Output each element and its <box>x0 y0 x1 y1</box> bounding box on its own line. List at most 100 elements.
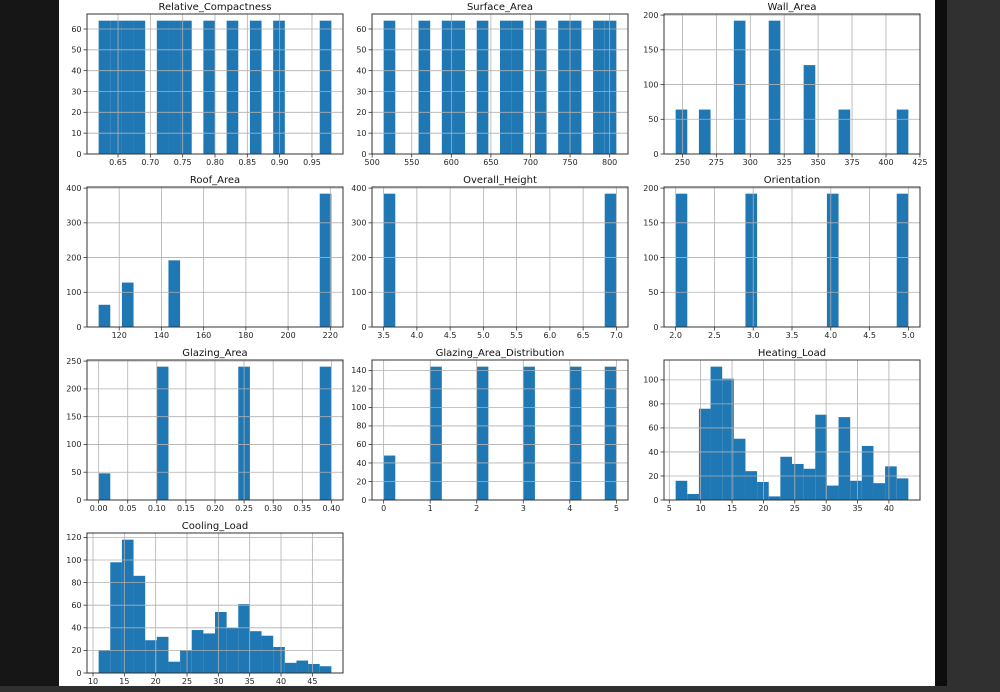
chart-title: Cooling_Load <box>182 521 248 532</box>
histogram-bar <box>675 109 688 154</box>
histogram-bar <box>815 414 827 500</box>
histogram-bar <box>145 640 157 673</box>
histogram-bar <box>593 20 605 155</box>
y-tick-label: 100 <box>643 253 658 262</box>
x-tick-label: 3.5 <box>786 331 799 340</box>
x-tick-label: 2 <box>474 504 479 513</box>
chart-svg: 0.65 0.70 0.75 0.80 0.85 0.90 0.95 0 10 20 30 40 50 6… <box>71 2 344 167</box>
x-tick-label: 4.0 <box>824 331 837 340</box>
x-tick-label: 5.0 <box>477 331 490 340</box>
y-tick-label: 120 <box>351 385 366 394</box>
y-tick-label: 50 <box>648 115 658 124</box>
histogram-bar <box>698 109 711 154</box>
y-tick-label: 10 <box>71 129 81 138</box>
histogram-bar <box>675 480 688 500</box>
y-tick-label: 0 <box>76 496 81 505</box>
chart-title: Heating_Load <box>758 348 826 359</box>
histogram-bar <box>133 20 146 155</box>
histogram-bar <box>803 65 816 154</box>
x-tick-label: 250 <box>675 158 690 167</box>
histogram-bar <box>168 661 181 673</box>
x-tick-label: 5 <box>614 504 619 513</box>
x-tick-label: 0.05 <box>119 504 137 513</box>
subplot-relative-compactness: 0.65 0.70 0.75 0.80 0.85 0.90 0.95 0 10 20 30 40 50 6… <box>57 1 357 173</box>
axes-box <box>86 186 344 328</box>
x-tick-label: 5.5 <box>510 331 523 340</box>
chart-svg: 3.5 4.0 4.5 5.0 5.5 6.0 6.5 7.0 0 100 200 300 400 Ove… <box>351 175 629 340</box>
y-tick-label: 0 <box>653 323 658 332</box>
histogram-bar <box>156 636 169 673</box>
y-tick-label: 60 <box>648 424 658 433</box>
x-tick-label: 700 <box>523 158 538 167</box>
x-tick-label: 0 <box>381 504 386 513</box>
y-tick-label: 200 <box>643 184 658 193</box>
y-tick-label: 80 <box>71 578 81 587</box>
histogram-bar <box>768 20 781 155</box>
histogram-bar <box>98 473 111 500</box>
y-tick-label: 50 <box>71 468 81 477</box>
y-tick-label: 20 <box>71 108 81 117</box>
histogram-bar <box>569 20 582 155</box>
y-tick-label: 60 <box>356 25 366 34</box>
axes-box <box>371 13 629 155</box>
y-tick-label: 30 <box>71 87 81 96</box>
y-tick-label: 400 <box>66 184 81 193</box>
x-tick-label: 0.40 <box>322 504 340 513</box>
histogram-bar <box>430 366 442 500</box>
histogram-bar <box>226 20 239 155</box>
x-tick-label: 15 <box>119 677 129 686</box>
x-tick-label: 160 <box>196 331 211 340</box>
histogram-bar <box>98 304 111 327</box>
subplot-glazing-area-distribution: 0 1 2 3 4 5 0 20 40 60 80 100 120 140 Glazing_Area_Dis… <box>342 347 642 519</box>
y-tick-label: 40 <box>356 66 366 75</box>
histogram-bar <box>511 20 524 155</box>
histogram-bar <box>296 660 309 673</box>
x-tick-label: 0.70 <box>141 158 159 167</box>
histogram-bar <box>687 493 699 500</box>
y-tick-label: 0 <box>76 150 81 159</box>
subplot-orientation: 2.0 2.5 3.0 3.5 4.0 4.5 5.0 0 50 100 150 200 Orienta… <box>634 174 934 346</box>
histogram-bar <box>156 20 169 155</box>
histogram-bar <box>826 193 839 327</box>
histogram-bar <box>838 109 851 154</box>
histogram-bar <box>203 20 215 155</box>
chart-svg: 0 1 2 3 4 5 0 20 40 60 80 100 120 140 Glazing_Area_Dis… <box>351 348 629 513</box>
histogram-bar <box>896 478 909 500</box>
y-tick-label: 100 <box>351 288 366 297</box>
histogram-bar <box>383 193 396 327</box>
histogram-bar <box>284 662 297 673</box>
x-tick-label: 2.5 <box>708 331 721 340</box>
x-tick-label: 15 <box>727 504 737 513</box>
histogram-bar <box>710 366 723 500</box>
x-tick-label: 650 <box>483 158 498 167</box>
histogram-bar <box>745 193 758 327</box>
x-tick-label: 750 <box>562 158 577 167</box>
x-tick-label: 425 <box>912 158 927 167</box>
subplot-wall-area: 250 275 300 325 350 375 400 425 0 50 100 150 200 Wall… <box>634 1 934 173</box>
subplot-overall-height: 3.5 4.0 4.5 5.0 5.5 6.0 6.5 7.0 0 100 200 300 400 Ove… <box>342 174 642 346</box>
chart-title: Glazing_Area_Distribution <box>436 348 565 359</box>
histogram-bar <box>745 471 758 500</box>
y-tick-label: 20 <box>356 108 366 117</box>
y-tick-label: 200 <box>66 385 81 394</box>
histogram-bar <box>133 575 146 673</box>
y-tick-label: 300 <box>66 219 81 228</box>
y-tick-label: 140 <box>351 366 366 375</box>
x-tick-label: 20 <box>151 677 161 686</box>
y-tick-label: 60 <box>356 440 366 449</box>
histogram-bar <box>500 20 512 155</box>
chart-title: Wall_Area <box>768 2 817 13</box>
left-letterbox <box>0 0 59 686</box>
histogram-bar <box>261 635 274 673</box>
chart-svg: 2.0 2.5 3.0 3.5 4.0 4.5 5.0 0 50 100 150 200 Orienta… <box>643 175 921 340</box>
y-tick-label: 200 <box>643 11 658 20</box>
x-tick-label: 4.5 <box>863 331 876 340</box>
x-tick-label: 4 <box>567 504 572 513</box>
x-tick-label: 500 <box>365 158 380 167</box>
x-tick-label: 0.00 <box>90 504 108 513</box>
chart-title: Orientation <box>764 175 820 186</box>
x-tick-label: 25 <box>182 677 192 686</box>
x-tick-label: 30 <box>213 677 223 686</box>
histogram-bar <box>121 20 134 155</box>
histogram-bar <box>604 193 617 327</box>
